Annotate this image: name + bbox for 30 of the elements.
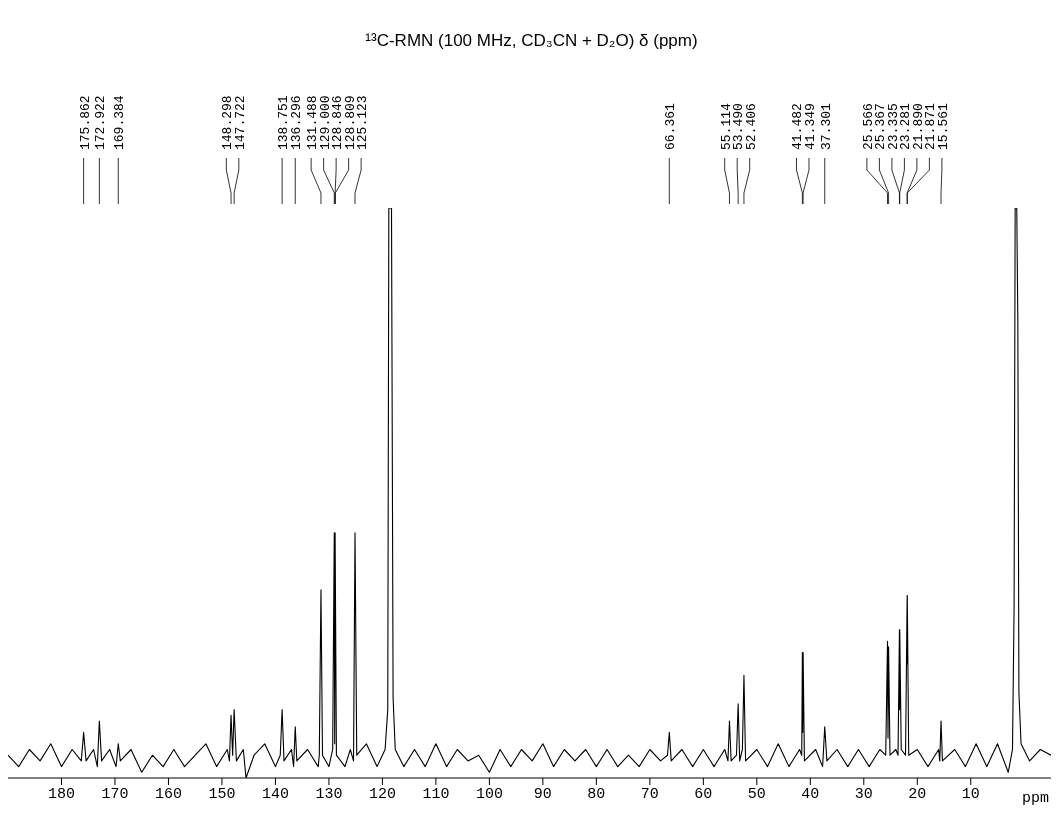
annotation: 25.566: [860, 103, 876, 150]
x-tick-label: 40: [801, 785, 820, 803]
x-tick-label: 170: [101, 785, 129, 803]
annotation: 169.384: [112, 95, 128, 150]
x-tick-label: 60: [694, 785, 713, 803]
annotation: 138.751: [276, 95, 292, 150]
annotation: 125.123: [355, 95, 371, 150]
x-axis-title: ppm: [1021, 790, 1049, 807]
x-tick-label: 140: [261, 785, 289, 803]
x-tick-label: 100: [475, 785, 503, 803]
x-tick-label: 70: [640, 785, 659, 803]
annotation: 172.922: [93, 95, 109, 150]
x-tick-label: 30: [854, 785, 873, 803]
x-tick-label: 160: [154, 785, 182, 803]
annotation: 66.361: [663, 102, 679, 150]
x-tick-label: 150: [208, 785, 236, 803]
x-tick-label: 180: [47, 785, 75, 803]
x-tick-label: 50: [747, 785, 766, 803]
x-tick-label: 10: [961, 785, 980, 803]
annotation: 37.301: [818, 102, 834, 150]
chart-title: ¹³C-RMN (100 MHz, CD₃CN + D₂O) δ (ppm): [365, 31, 698, 50]
x-tick-label: 110: [422, 785, 450, 803]
annotation: 55.114: [718, 102, 734, 150]
annotation: 175.862: [77, 95, 93, 150]
x-tick-label: 120: [368, 785, 396, 803]
x-tick-label: 130: [315, 785, 343, 803]
x-tick-label: 20: [908, 785, 927, 803]
annotation: 136.296: [289, 95, 305, 150]
x-tick-label: 90: [533, 785, 552, 803]
x-tick-label: 80: [587, 785, 606, 803]
